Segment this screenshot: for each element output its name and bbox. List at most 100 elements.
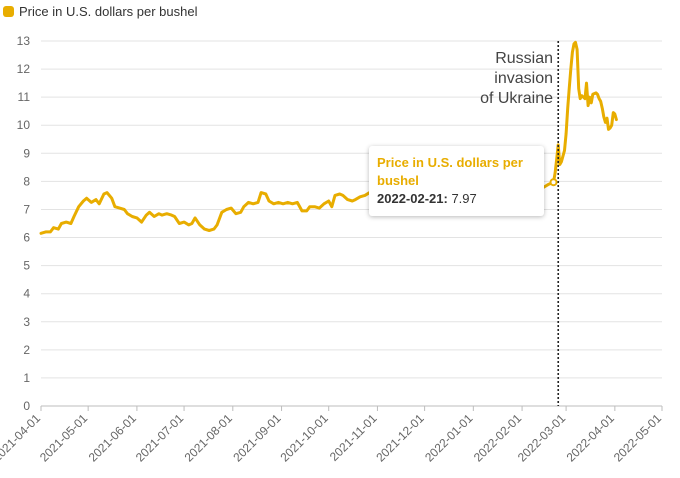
data-point-34 — [183, 221, 185, 223]
data-point-11 — [85, 197, 88, 199]
x-tick-label-2022-03-01: 2022-03-01 — [515, 411, 569, 465]
data-point-57 — [282, 203, 284, 205]
x-tick-label-2021-09-01: 2021-09-01 — [230, 411, 284, 465]
data-point-62 — [305, 210, 308, 212]
data-point-24 — [140, 221, 143, 223]
x-tick-label-2022-04-01: 2022-04-01 — [564, 411, 618, 465]
data-point-37 — [194, 217, 196, 219]
data-point-117 — [612, 111, 615, 114]
data-point-18 — [114, 205, 116, 208]
data-point-59 — [291, 203, 294, 205]
annotation-line-3: of Ukraine — [480, 90, 553, 107]
data-point-87 — [560, 160, 563, 163]
data-point-39 — [203, 228, 206, 230]
data-point-52 — [260, 191, 262, 194]
data-point-100 — [584, 97, 586, 100]
data-point-60 — [296, 201, 299, 204]
data-point-65 — [318, 207, 321, 209]
data-point-26 — [148, 211, 151, 214]
y-tick-label-8: 8 — [23, 174, 30, 188]
x-axis-tick-labels: 2021-04-012021-05-012021-06-012021-07-01… — [0, 411, 664, 465]
data-point-75 — [359, 196, 361, 198]
data-point-12 — [90, 201, 93, 204]
annotation-line-2: invasion — [494, 70, 553, 87]
data-point-56 — [277, 201, 280, 204]
data-point-41 — [213, 228, 215, 230]
data-point-105 — [592, 93, 594, 96]
data-point-32 — [173, 215, 176, 218]
data-point-49 — [247, 201, 250, 204]
y-tick-label-10: 10 — [17, 118, 31, 132]
data-point-58 — [287, 201, 289, 204]
x-tick-label-2021-07-01: 2021-07-01 — [133, 411, 187, 465]
data-point-102 — [587, 104, 589, 107]
tooltip-row: 2022-02-21: 7.97 — [377, 190, 536, 208]
legend[interactable]: Price in U.S. dollars per bushel — [3, 2, 197, 20]
y-tick-label-1: 1 — [23, 371, 30, 385]
data-point-31 — [170, 214, 173, 216]
data-point-104 — [590, 102, 593, 104]
data-point-107 — [596, 93, 599, 96]
data-point-88 — [563, 149, 566, 152]
data-point-51 — [257, 201, 259, 204]
x-axis — [40, 406, 663, 411]
data-point-112 — [604, 121, 607, 124]
x-tick-label-2021-06-01: 2021-06-01 — [86, 411, 140, 465]
data-point-53 — [265, 193, 267, 195]
data-point-10 — [82, 200, 85, 202]
data-point-108 — [598, 97, 600, 100]
tooltip-value: 7.97 — [451, 191, 477, 206]
x-tick-label-2021-12-01: 2021-12-01 — [373, 411, 427, 465]
x-tick-label-2021-04-01: 2021-04-01 — [0, 411, 43, 465]
data-point-94 — [573, 43, 575, 45]
data-point-15 — [103, 193, 105, 195]
y-tick-label-13: 13 — [17, 34, 31, 48]
data-point-43 — [221, 211, 223, 214]
data-point-19 — [118, 207, 121, 209]
data-point-73 — [351, 200, 354, 202]
data-point-106 — [595, 92, 597, 94]
data-point-111 — [603, 116, 605, 118]
data-point-29 — [161, 214, 163, 216]
data-point-35 — [188, 224, 190, 226]
data-point-16 — [106, 191, 108, 194]
data-point-36 — [191, 222, 193, 225]
data-point-67 — [327, 200, 330, 202]
data-point-45 — [230, 207, 232, 209]
series-group — [39, 40, 618, 235]
data-point-9 — [77, 205, 80, 208]
data-point-68 — [331, 205, 333, 208]
data-point-27 — [153, 215, 155, 218]
data-point-4 — [57, 228, 60, 230]
data-point-101 — [585, 82, 588, 84]
data-point-103 — [588, 96, 591, 98]
data-point-44 — [225, 208, 228, 211]
annotation-line-1: Russian — [495, 50, 553, 67]
tooltip: Price in U.S. dollars per bushel 2022-02… — [369, 146, 544, 216]
data-point-97 — [577, 87, 580, 90]
data-point-95 — [574, 41, 577, 44]
data-point-119 — [615, 118, 618, 121]
data-point-109 — [599, 100, 602, 103]
data-point-113 — [606, 117, 608, 119]
data-point-8 — [73, 215, 75, 218]
data-point-89 — [565, 132, 567, 135]
data-point-38 — [199, 224, 201, 226]
data-point-7 — [70, 222, 72, 225]
legend-swatch — [3, 5, 14, 17]
data-point-74 — [354, 198, 357, 201]
x-tick-label-2021-10-01: 2021-10-01 — [278, 411, 332, 465]
data-point-92 — [570, 68, 572, 70]
data-point-13 — [95, 198, 97, 201]
data-point-66 — [323, 203, 325, 205]
y-tick-label-3: 3 — [23, 315, 30, 329]
legend-label: Price in U.S. dollars per bushel — [19, 3, 198, 19]
data-point-20 — [123, 208, 126, 211]
data-point-6 — [65, 221, 67, 223]
invasion-annotation: Russian invasion of Ukraine — [480, 41, 560, 406]
tooltip-title: Price in U.S. dollars per bushel — [377, 155, 523, 188]
data-point-84 — [555, 158, 558, 160]
data-point-70 — [338, 193, 341, 195]
data-point-21 — [126, 212, 129, 215]
